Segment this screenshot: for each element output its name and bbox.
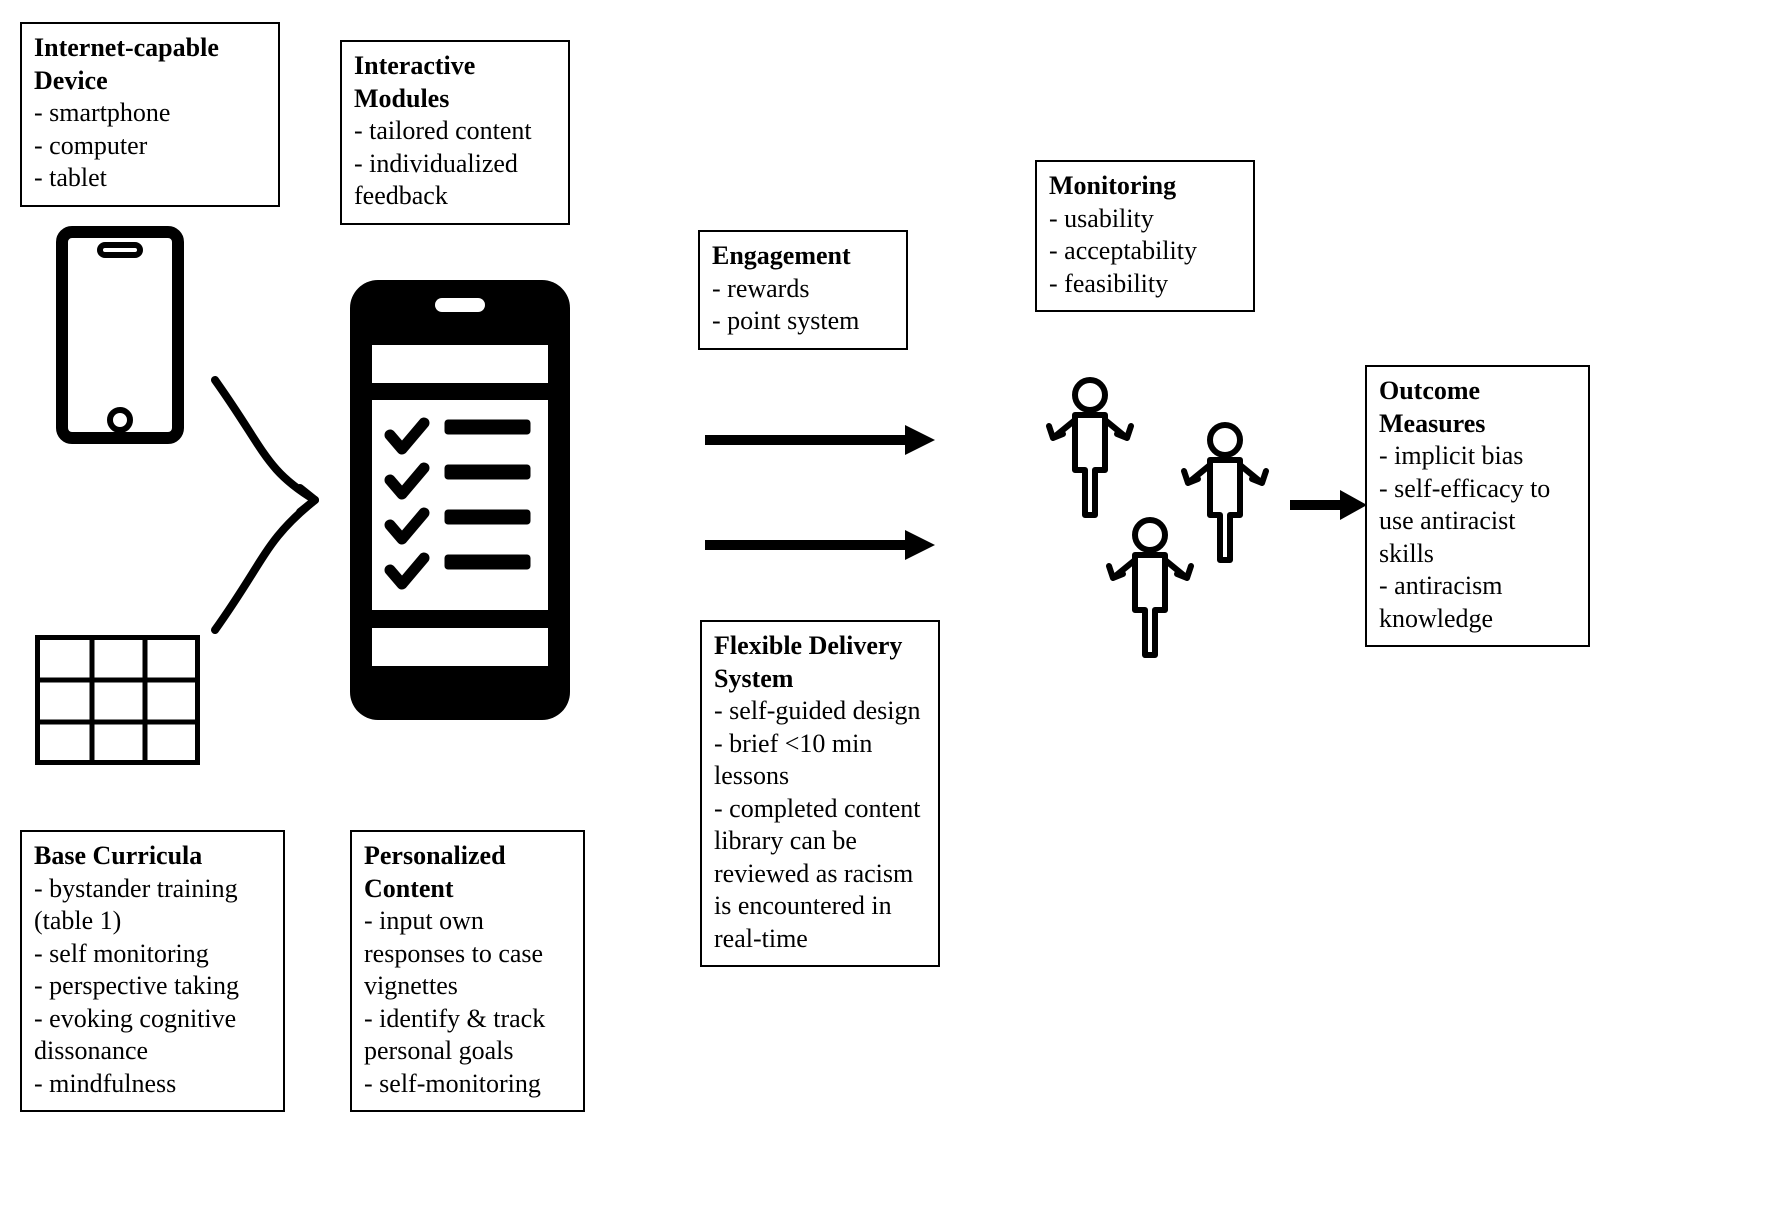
people-icon — [1015, 370, 1315, 670]
grid-icon — [35, 635, 200, 765]
box-engagement: Engagement - rewards - point system — [698, 230, 908, 350]
box-monitoring: Monitoring - usability - acceptability -… — [1035, 160, 1255, 312]
box-modules: Interactive Modules - tailored content -… — [340, 40, 570, 225]
box-curricula: Base Curricula - bystander training (tab… — [20, 830, 285, 1112]
box-personalized-item: - input own responses to case vignettes — [364, 905, 571, 1003]
box-curricula-item: - mindfulness — [34, 1068, 271, 1101]
box-curricula-item: - bystander training (table 1) — [34, 873, 271, 938]
box-monitoring-item: - acceptability — [1049, 235, 1241, 268]
box-device-item: - tablet — [34, 162, 266, 195]
box-personalized-title: Personalized Content — [364, 840, 571, 905]
box-flexible-title: Flexible Delivery System — [714, 630, 926, 695]
box-flexible-item: - brief <10 min lessons — [714, 728, 926, 793]
box-outcome-item: - self-efficacy to use antiracist skills — [1379, 473, 1576, 571]
box-device: Internet-capable Device - smartphone - c… — [20, 22, 280, 207]
box-outcome-item: - antiracism knowledge — [1379, 570, 1576, 635]
box-engagement-item: - rewards — [712, 273, 894, 306]
box-outcome-title: Outcome Measures — [1379, 375, 1576, 440]
box-curricula-item: - self monitoring — [34, 938, 271, 971]
box-outcome: Outcome Measures - implicit bias - self-… — [1365, 365, 1590, 647]
phone-checklist-icon — [350, 280, 570, 720]
diagram-canvas: Internet-capable Device - smartphone - c… — [0, 0, 1781, 1211]
box-engagement-item: - point system — [712, 305, 894, 338]
box-curricula-item: - evoking cognitive dissonance — [34, 1003, 271, 1068]
box-modules-title: Interactive Modules — [354, 50, 556, 115]
arrow-right-icon — [1285, 480, 1370, 530]
box-engagement-title: Engagement — [712, 240, 894, 273]
box-outcome-item: - implicit bias — [1379, 440, 1576, 473]
box-personalized-item: - identify & track personal goals — [364, 1003, 571, 1068]
box-curricula-title: Base Curricula — [34, 840, 271, 873]
box-monitoring-item: - feasibility — [1049, 268, 1241, 301]
arrow-bottom-icon — [700, 520, 940, 570]
box-flexible-item: - completed content library can be revie… — [714, 793, 926, 956]
box-flexible-item: - self-guided design — [714, 695, 926, 728]
box-device-title: Internet-capable Device — [34, 32, 266, 97]
box-modules-item: - individualized feedback — [354, 148, 556, 213]
box-personalized-item: - self-monitoring — [364, 1068, 571, 1101]
box-personalized: Personalized Content - input own respons… — [350, 830, 585, 1112]
box-modules-item: - tailored content — [354, 115, 556, 148]
merge-curve-icon — [205, 370, 345, 640]
box-flexible: Flexible Delivery System - self-guided d… — [700, 620, 940, 967]
box-monitoring-item: - usability — [1049, 203, 1241, 236]
box-device-item: - smartphone — [34, 97, 266, 130]
phone-outline-icon — [55, 225, 185, 445]
arrow-top-icon — [700, 415, 940, 465]
box-device-item: - computer — [34, 130, 266, 163]
box-curricula-item: - perspective taking — [34, 970, 271, 1003]
box-monitoring-title: Monitoring — [1049, 170, 1241, 203]
